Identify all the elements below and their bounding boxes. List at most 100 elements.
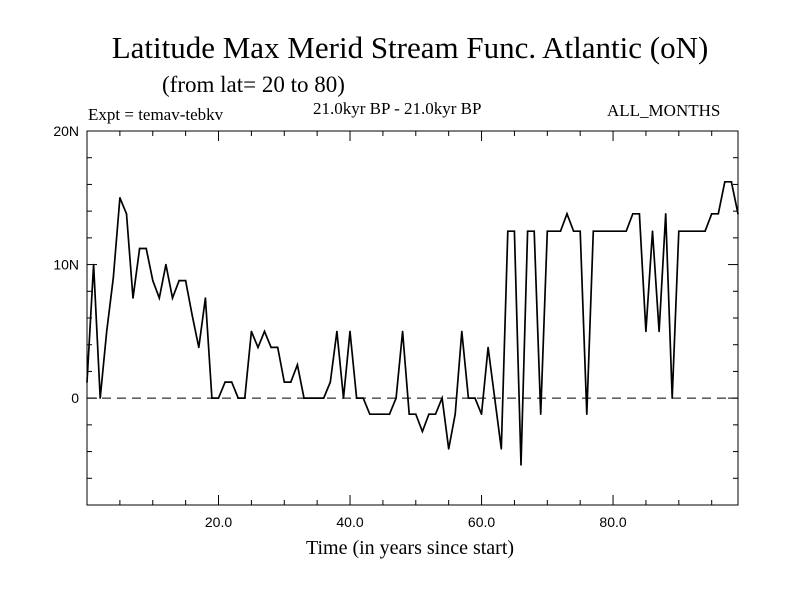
data-point xyxy=(480,413,483,416)
data-point xyxy=(217,397,220,399)
data-point xyxy=(625,230,627,232)
data-point xyxy=(632,213,634,215)
data-point xyxy=(152,279,154,282)
data-point xyxy=(454,413,457,416)
data-point xyxy=(572,230,575,232)
x-tick-label: 80.0 xyxy=(599,514,626,530)
data-point xyxy=(592,230,595,232)
data-point xyxy=(296,364,299,366)
data-point xyxy=(198,346,200,349)
data-point xyxy=(276,346,279,349)
data-point xyxy=(388,413,391,416)
data-point xyxy=(105,330,108,333)
data-point xyxy=(145,247,147,250)
data-point xyxy=(112,277,115,279)
data-point xyxy=(132,297,134,299)
data-point xyxy=(125,213,128,215)
series-line xyxy=(86,180,739,465)
data-point xyxy=(263,330,266,333)
data-point xyxy=(316,397,319,399)
data-point xyxy=(415,413,417,416)
data-point xyxy=(362,397,365,399)
data-point xyxy=(697,230,700,232)
minor-ticks xyxy=(87,131,738,506)
data-point xyxy=(230,381,233,383)
data-point xyxy=(349,330,351,333)
data-point xyxy=(165,263,167,266)
data-point xyxy=(178,279,180,282)
data-point xyxy=(158,297,161,299)
data-point xyxy=(395,397,397,399)
data-point xyxy=(290,381,292,383)
data-point xyxy=(342,397,345,399)
data-point xyxy=(92,263,95,266)
data-point xyxy=(599,230,601,232)
y-tick-label: 0 xyxy=(71,390,79,406)
data-point xyxy=(237,397,239,399)
data-point xyxy=(671,397,673,399)
data-point xyxy=(566,213,568,215)
data-point xyxy=(408,413,411,416)
data-point xyxy=(421,430,424,433)
data-point xyxy=(191,314,193,317)
chart-title: Latitude Max Merid Stream Func. Atlantic… xyxy=(111,30,709,65)
data-point xyxy=(119,197,121,199)
data-point xyxy=(493,397,496,399)
data-point xyxy=(355,397,358,399)
data-point xyxy=(579,230,581,232)
months-label: ALL_MONTHS xyxy=(607,101,721,120)
data-point xyxy=(461,330,463,333)
data-point xyxy=(382,413,384,416)
x-axis-label: Time (in years since start) xyxy=(305,537,515,559)
data-point xyxy=(322,397,325,399)
x-tick-label: 20.0 xyxy=(205,514,232,530)
data-point xyxy=(224,381,226,383)
data-point xyxy=(638,213,641,215)
y-tick-label: 20N xyxy=(53,123,79,139)
x-tick-label: 40.0 xyxy=(336,514,363,530)
data-point xyxy=(684,230,687,232)
data-point xyxy=(401,330,404,333)
data-points xyxy=(86,181,739,466)
data-point xyxy=(513,230,516,232)
period-label: 21.0kyr BP - 21.0kyr BP xyxy=(313,99,482,118)
data-point xyxy=(605,230,608,232)
data-point xyxy=(309,397,312,399)
data-point xyxy=(539,413,542,416)
data-point xyxy=(691,230,693,232)
data-point xyxy=(270,346,272,349)
x-tick-label: 60.0 xyxy=(468,514,495,530)
data-point xyxy=(329,381,332,383)
data-point xyxy=(618,230,621,232)
data-point xyxy=(553,230,555,232)
major-ticks xyxy=(87,130,738,505)
data-point xyxy=(559,230,562,232)
data-point xyxy=(303,397,305,399)
data-point xyxy=(730,181,733,183)
data-point xyxy=(710,213,713,215)
data-point xyxy=(184,279,187,282)
data-point xyxy=(283,381,286,383)
data-point xyxy=(533,230,535,232)
data-point xyxy=(612,230,614,232)
data-point xyxy=(658,330,660,333)
data-point xyxy=(204,297,207,299)
data-point xyxy=(375,413,378,416)
data-point xyxy=(717,213,720,215)
data-point xyxy=(447,448,450,450)
data-point xyxy=(526,230,529,232)
data-point xyxy=(507,230,509,232)
y-tick-label: 10N xyxy=(53,257,79,273)
data-point xyxy=(651,230,654,232)
data-point xyxy=(250,330,253,333)
data-point xyxy=(434,413,437,416)
data-point xyxy=(171,297,174,299)
data-point xyxy=(546,230,549,232)
data-point xyxy=(474,397,476,399)
data-point xyxy=(704,230,706,232)
data-point xyxy=(500,448,503,450)
data-point xyxy=(678,230,680,232)
data-point xyxy=(336,330,338,333)
data-point xyxy=(487,346,489,349)
